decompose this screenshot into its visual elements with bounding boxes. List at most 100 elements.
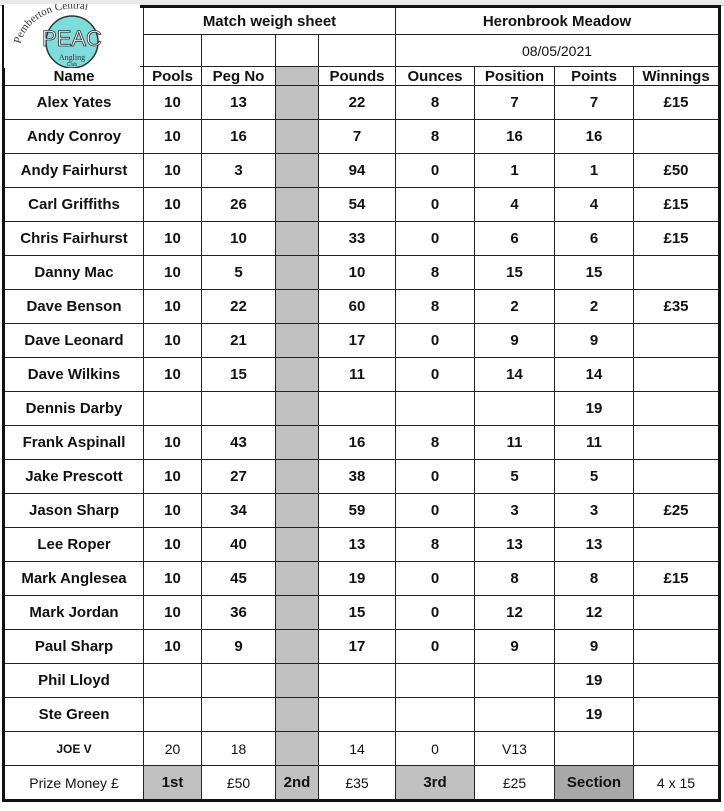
cell-points: 1 <box>554 153 634 188</box>
cell-ounces: 0 <box>395 221 475 256</box>
cell-ounces: 8 <box>395 85 475 120</box>
cell-ounces: 0 <box>395 731 475 766</box>
prize-label: Prize Money £ <box>3 765 144 801</box>
cell-position: 4 <box>474 187 555 222</box>
cell-pounds: 17 <box>318 323 396 358</box>
spacer-cell <box>275 221 319 256</box>
svg-text:Angling: Angling <box>59 53 85 62</box>
cell-points: 2 <box>554 289 634 324</box>
cell-points: 13 <box>554 527 634 562</box>
cell-name: Andy Fairhurst <box>3 153 144 188</box>
spacer-cell <box>275 527 319 562</box>
cell-position: 2 <box>474 289 555 324</box>
cell-pools: 10 <box>143 493 202 528</box>
column-header-name: Name <box>3 66 144 86</box>
cell-ounces: 0 <box>395 595 475 630</box>
column-header-peg-no: Peg No <box>201 66 276 86</box>
cell-name: Dave Benson <box>3 289 144 324</box>
cell-peg-no: 18 <box>201 731 276 766</box>
cell-pounds: 38 <box>318 459 396 494</box>
cell-pools <box>143 697 202 732</box>
cell-peg-no: 10 <box>201 221 276 256</box>
section-prize: 4 x 15 <box>633 765 720 801</box>
table-row: Jason Sharp 10 34 59 0 3 3 £25 <box>3 493 720 528</box>
second-prize: £35 <box>318 765 396 801</box>
table-row: Dave Wilkins 10 15 11 0 14 14 <box>3 357 720 392</box>
cell-points: 14 <box>554 357 634 392</box>
cell-winnings: £15 <box>633 85 720 120</box>
third-prize: £25 <box>474 765 555 801</box>
cell-name: Chris Fairhurst <box>3 221 144 256</box>
table-row: Andy Fairhurst 10 3 94 0 1 1 £50 <box>3 153 720 188</box>
cell-pounds <box>318 697 396 732</box>
spacer-cell <box>275 595 319 630</box>
cell-pools: 10 <box>143 561 202 596</box>
column-header-pounds: Pounds <box>318 66 396 86</box>
spacer-cell <box>275 357 319 392</box>
cell-name: Jason Sharp <box>3 493 144 528</box>
club-logo: Pemberton Central PEAC Angling Club <box>4 0 140 69</box>
cell-name: Paul Sharp <box>3 629 144 664</box>
cell-points: 19 <box>554 697 634 732</box>
cell-peg-no: 15 <box>201 357 276 392</box>
cell-ounces <box>395 391 475 426</box>
table-row: Dennis Darby 19 <box>3 391 720 426</box>
cell-peg-no: 36 <box>201 595 276 630</box>
cell-peg-no: 43 <box>201 425 276 460</box>
cell-position <box>474 391 555 426</box>
spacer-cell <box>275 187 319 222</box>
cell-name: Jake Prescott <box>3 459 144 494</box>
cell-pounds: 59 <box>318 493 396 528</box>
cell-ounces <box>395 697 475 732</box>
spacer-cell <box>275 425 319 460</box>
table-row: Carl Griffiths 10 26 54 0 4 4 £15 <box>3 187 720 222</box>
spacer-cell <box>275 493 319 528</box>
cell-points: 16 <box>554 119 634 154</box>
cell-peg-no <box>201 663 276 698</box>
spacer-cell <box>275 323 319 358</box>
cell-points <box>554 731 634 766</box>
cell-position: 8 <box>474 561 555 596</box>
cell-pools: 10 <box>143 255 202 290</box>
cell-position: 9 <box>474 629 555 664</box>
spacer-cell <box>275 119 319 154</box>
cell-ounces: 8 <box>395 425 475 460</box>
table-row: Andy Conroy 10 16 7 8 16 16 <box>3 119 720 154</box>
table-row: Mark Anglesea 10 45 19 0 8 8 £15 <box>3 561 720 596</box>
cell-pounds: 17 <box>318 629 396 664</box>
cell-points: 15 <box>554 255 634 290</box>
cell-ounces: 0 <box>395 629 475 664</box>
cell-points: 19 <box>554 391 634 426</box>
cell-peg-no: 22 <box>201 289 276 324</box>
match-date: 08/05/2021 <box>395 34 720 67</box>
table-row: Lee Roper 10 40 13 8 13 13 <box>3 527 720 562</box>
cell-winnings <box>633 527 720 562</box>
first-label: 1st <box>143 765 202 801</box>
cell-points: 12 <box>554 595 634 630</box>
cell-winnings <box>633 425 720 460</box>
cell-pounds <box>318 663 396 698</box>
section-label: Section <box>554 765 634 801</box>
cell-winnings: £25 <box>633 493 720 528</box>
cell-pounds: 94 <box>318 153 396 188</box>
cell-points: 3 <box>554 493 634 528</box>
cell-points: 9 <box>554 323 634 358</box>
cell-name: Lee Roper <box>3 527 144 562</box>
cell-position: V13 <box>474 731 555 766</box>
cell-pools: 10 <box>143 85 202 120</box>
prize-money-row: Prize Money £1st £50 2nd £35 3rd £25 Section 4 … <box>3 765 720 801</box>
cell-pools: 10 <box>143 153 202 188</box>
cell-peg-no <box>201 391 276 426</box>
cell-ounces: 0 <box>395 187 475 222</box>
cell-name: Andy Conroy <box>3 119 144 154</box>
cell-name: Dave Wilkins <box>3 357 144 392</box>
cell-position: 5 <box>474 459 555 494</box>
cell-winnings: £50 <box>633 153 720 188</box>
cell-ounces: 0 <box>395 153 475 188</box>
cell-peg-no: 5 <box>201 255 276 290</box>
cell-winnings <box>633 119 720 154</box>
cell-pools: 10 <box>143 425 202 460</box>
cell-position <box>474 663 555 698</box>
cell-peg-no: 27 <box>201 459 276 494</box>
cell-points: 8 <box>554 561 634 596</box>
